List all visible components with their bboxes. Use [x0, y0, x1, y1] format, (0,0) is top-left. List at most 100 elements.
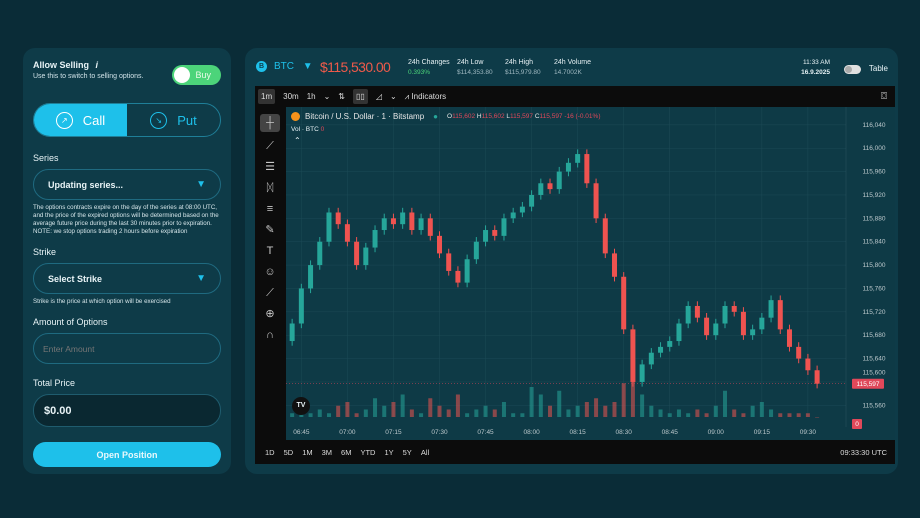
range-5y[interactable]: 5Y: [402, 448, 412, 457]
candle-body: [529, 194, 535, 207]
trend-line-icon[interactable]: ⟋: [266, 140, 274, 152]
chevron-down-icon[interactable]: ⌄: [389, 92, 397, 101]
order-panel: Allow Selling i Use this to switch to se…: [23, 48, 231, 474]
last-price-label: 115,597: [856, 381, 879, 388]
call-button[interactable]: ↗ Call: [34, 104, 127, 136]
range-all[interactable]: All: [420, 448, 430, 457]
fib-icon[interactable]: ≡: [266, 203, 274, 215]
symbol-select[interactable]: BTC ▼: [274, 61, 313, 72]
volume-bar: [548, 405, 553, 417]
candle-body: [418, 218, 424, 231]
open-position-button[interactable]: Open Position: [33, 442, 221, 468]
range-5d[interactable]: 5D: [283, 448, 294, 457]
candle-body: [704, 317, 710, 336]
candle-body: [344, 224, 350, 242]
last-price-badge: [852, 378, 884, 389]
volume-bar: [630, 372, 635, 417]
stat-change: 24h Changes 0.393%: [408, 59, 450, 76]
area-chart-icon[interactable]: ◿: [375, 92, 382, 101]
put-label: Put: [177, 112, 197, 128]
interval-30m[interactable]: 30m: [283, 92, 299, 101]
volume-bar: [511, 413, 516, 417]
collapse-chevron-icon[interactable]: ⌃: [294, 136, 301, 145]
volume-bar: [501, 402, 506, 417]
indicators-label: Indicators: [411, 91, 447, 101]
volume-bar: [723, 390, 728, 417]
caret-down-icon: ▼: [196, 273, 206, 285]
candle-body: [409, 212, 415, 231]
emoji-icon[interactable]: ☺: [264, 266, 276, 278]
candle-body: [685, 305, 691, 324]
candle-body: [713, 323, 719, 336]
stat-value: 14.7002K: [554, 69, 582, 76]
candle-body: [630, 329, 636, 382]
volume-bar: [686, 413, 691, 417]
camera-icon[interactable]: ⌼: [881, 91, 887, 102]
market-header: B BTC ▼ $115,530.00 24h Changes 0.393% 24…: [256, 58, 888, 88]
bitcoin-icon: [291, 112, 300, 121]
candle-body: [492, 230, 498, 236]
candle-body: [602, 218, 608, 254]
parallel-lines-icon[interactable]: ☰: [265, 161, 275, 173]
pitchfork-icon[interactable]: ᛞ: [266, 182, 274, 194]
volume-bar: [290, 413, 295, 417]
chart-plot[interactable]: 116,040 116,000 115,960 115,920 115,880 115,8…: [286, 107, 895, 440]
candle-body: [354, 241, 360, 266]
volume-bar: [805, 413, 810, 417]
brush-icon[interactable]: ✎: [265, 224, 275, 236]
volume-bar: [299, 413, 304, 417]
candle-body: [372, 230, 378, 248]
indicators-icon: ⩘: [404, 91, 410, 101]
candle-body: [473, 241, 479, 260]
range-1m[interactable]: 1M: [302, 448, 313, 457]
range-1y[interactable]: 1Y: [384, 448, 394, 457]
range-ytd[interactable]: YTD: [360, 448, 376, 457]
volume-bar: [640, 394, 645, 417]
series-note: The options contracts expire on the day …: [33, 204, 219, 236]
y-tick-label: 115,720: [862, 309, 885, 316]
chart-legend: Bitcoin / U.S. Dollar · 1 · Bitstamp ● O…: [291, 112, 600, 121]
table-toggle[interactable]: [844, 65, 861, 74]
legend-low: 115,597: [510, 113, 534, 120]
text-icon[interactable]: T: [266, 245, 274, 257]
put-button[interactable]: ↘ Put: [127, 104, 220, 136]
interval-1m[interactable]: 1m: [258, 89, 276, 104]
utc-clock[interactable]: 09:33:30 UTC: [840, 448, 887, 457]
ruler-icon[interactable]: ⟋: [266, 287, 274, 299]
magnet-icon[interactable]: ∩: [266, 329, 274, 341]
buy-sell-toggle[interactable]: Buy: [172, 65, 221, 85]
candle-body: [740, 311, 746, 336]
candle-body: [335, 212, 341, 225]
volume-bar: [778, 413, 783, 417]
range-6m[interactable]: 6M: [341, 448, 352, 457]
candle-body: [317, 241, 323, 266]
candle-body: [575, 154, 581, 163]
volume-bar: [455, 394, 460, 417]
range-1d[interactable]: 1D: [265, 448, 275, 457]
y-tick-label: 115,840: [862, 239, 885, 246]
datetime: 11:33 AM 16.9.2025: [801, 59, 830, 76]
tradingview-logo[interactable]: TV: [292, 397, 310, 415]
compare-icon[interactable]: ⇅: [338, 92, 345, 101]
range-3m[interactable]: 3M: [321, 448, 333, 457]
volume-bar: [354, 413, 359, 417]
volume-bar: [594, 398, 599, 417]
candle-body: [390, 218, 396, 225]
strike-note: Strike is the price at which option will…: [33, 298, 171, 306]
series-select[interactable]: Updating series... ▼: [33, 169, 221, 200]
series-value: Updating series...: [48, 179, 124, 190]
amount-input[interactable]: [33, 333, 221, 365]
caret-down-icon: ▼: [196, 179, 206, 190]
stat-key: 24h High: [505, 59, 534, 66]
interval-1h[interactable]: 1h: [306, 92, 316, 101]
indicators-button[interactable]: ⩘ Indicators: [405, 92, 446, 102]
candle-body: [298, 288, 304, 324]
info-icon[interactable]: i: [95, 60, 99, 70]
crosshair-icon[interactable]: ┼: [260, 114, 280, 132]
chevron-down-icon[interactable]: ⌄: [323, 92, 331, 101]
zoom-in-icon[interactable]: ⊕: [265, 308, 275, 320]
volume-bar: [317, 409, 322, 417]
strike-select[interactable]: Select Strike ▼: [33, 263, 221, 295]
candles-icon[interactable]: ▯▯: [353, 89, 368, 104]
candle-body: [381, 218, 387, 231]
